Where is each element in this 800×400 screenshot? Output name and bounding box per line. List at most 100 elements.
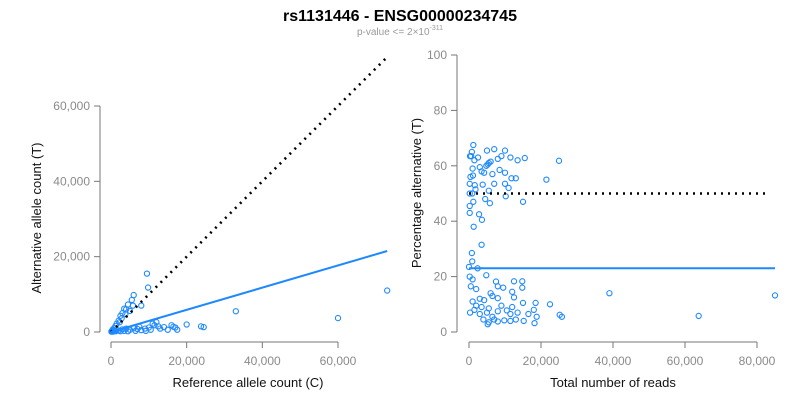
data-point	[485, 187, 492, 194]
data-point	[494, 295, 501, 302]
data-point	[172, 324, 179, 331]
data-point	[474, 154, 482, 161]
chart-title: rs1131446 - ENSG00000234745	[283, 8, 517, 25]
data-point	[475, 211, 483, 218]
data-point	[480, 316, 487, 323]
data-point	[520, 317, 527, 325]
y-tick-label: 40	[434, 214, 448, 228]
data-point	[334, 314, 342, 322]
data-point	[507, 310, 514, 318]
data-point	[512, 175, 519, 182]
data-point	[138, 326, 145, 334]
data-point	[471, 182, 478, 189]
data-point	[470, 223, 477, 230]
allele-count-scatter: 0 20,000 40,000 60,000 0 20,000 40,000 60,000 Re…	[29, 56, 391, 390]
data-point	[496, 166, 503, 174]
data-point	[555, 157, 563, 164]
y-tick-label: 0	[440, 325, 447, 339]
x-tick-label: 60,000	[667, 354, 704, 368]
data-point	[531, 319, 538, 327]
y-tick-label: 20	[434, 270, 448, 284]
data-point	[483, 162, 490, 169]
data-point	[510, 278, 518, 285]
data-point	[468, 152, 475, 160]
subtitle-exponent: -311	[430, 25, 444, 32]
data-point	[501, 180, 509, 187]
data-point	[512, 316, 519, 323]
data-point	[484, 161, 491, 168]
data-point	[519, 299, 527, 307]
data-point	[505, 184, 512, 192]
x-tick-label: 0	[466, 354, 473, 368]
data-point	[470, 141, 477, 149]
data-point	[489, 170, 496, 178]
data-point	[507, 154, 514, 161]
data-point	[525, 310, 532, 318]
data-point	[197, 323, 205, 330]
y-tick-label: 60,000	[53, 99, 90, 113]
percentage-alternative-scatter: 0 20,000 40,000 60,000 80,000 0 20 40 60 80 100 Tot…	[409, 48, 779, 390]
data-point	[484, 321, 491, 328]
data-point	[501, 169, 509, 176]
data-point	[494, 155, 501, 163]
data-point	[480, 169, 488, 176]
y-tick-label: 0	[83, 325, 90, 339]
subtitle-times: ×	[413, 27, 419, 38]
data-point	[532, 299, 539, 307]
data-point	[519, 278, 526, 285]
data-point	[503, 307, 510, 314]
data-point	[514, 309, 521, 316]
fit-line	[110, 250, 388, 333]
data-point	[501, 317, 508, 324]
data-point	[128, 296, 135, 304]
data-point	[164, 326, 171, 333]
data-point	[476, 310, 483, 318]
data-point	[489, 292, 496, 300]
x-tick-label: 40,000	[595, 354, 632, 368]
data-point	[129, 302, 137, 309]
data-point	[200, 323, 207, 331]
y-tick-label: 80	[434, 103, 448, 117]
data-point	[483, 272, 490, 279]
data-point	[151, 322, 158, 329]
data-point	[483, 147, 491, 154]
data-point	[519, 284, 526, 291]
y-tick-label: 40,000	[53, 174, 90, 188]
x-tick-label: 40,000	[244, 354, 281, 368]
data-point	[491, 146, 498, 153]
data-point	[467, 283, 474, 290]
data-point	[469, 276, 476, 283]
data-point	[558, 313, 566, 320]
data-point	[466, 309, 474, 316]
data-point	[466, 180, 473, 187]
data-point	[521, 154, 528, 162]
data-point	[533, 313, 540, 320]
data-point	[466, 209, 473, 217]
y-tick-label: 20,000	[53, 250, 90, 264]
data-point	[510, 294, 518, 301]
data-point	[606, 290, 613, 297]
data-point	[138, 302, 145, 309]
y-axis-title: Percentage alternative (T)	[409, 118, 424, 268]
data-point	[466, 190, 473, 197]
data-point	[498, 302, 505, 309]
data-point	[466, 202, 473, 210]
x-tick-label: 60,000	[320, 354, 357, 368]
data-point	[543, 176, 550, 183]
data-point	[147, 326, 154, 333]
data-point	[494, 318, 501, 325]
data-point	[478, 216, 486, 223]
subtitle-prefix: p-value <= 2	[357, 27, 413, 38]
x-tick-label: 20,000	[168, 354, 205, 368]
data-point	[514, 157, 521, 164]
data-point	[530, 306, 537, 313]
data-point	[486, 200, 494, 207]
data-point	[183, 321, 190, 328]
data-point	[479, 181, 486, 188]
data-point	[501, 147, 509, 154]
x-tick-label: 20,000	[523, 354, 560, 368]
data-point	[509, 288, 516, 295]
reference-line	[110, 56, 389, 333]
data-point	[472, 186, 479, 193]
